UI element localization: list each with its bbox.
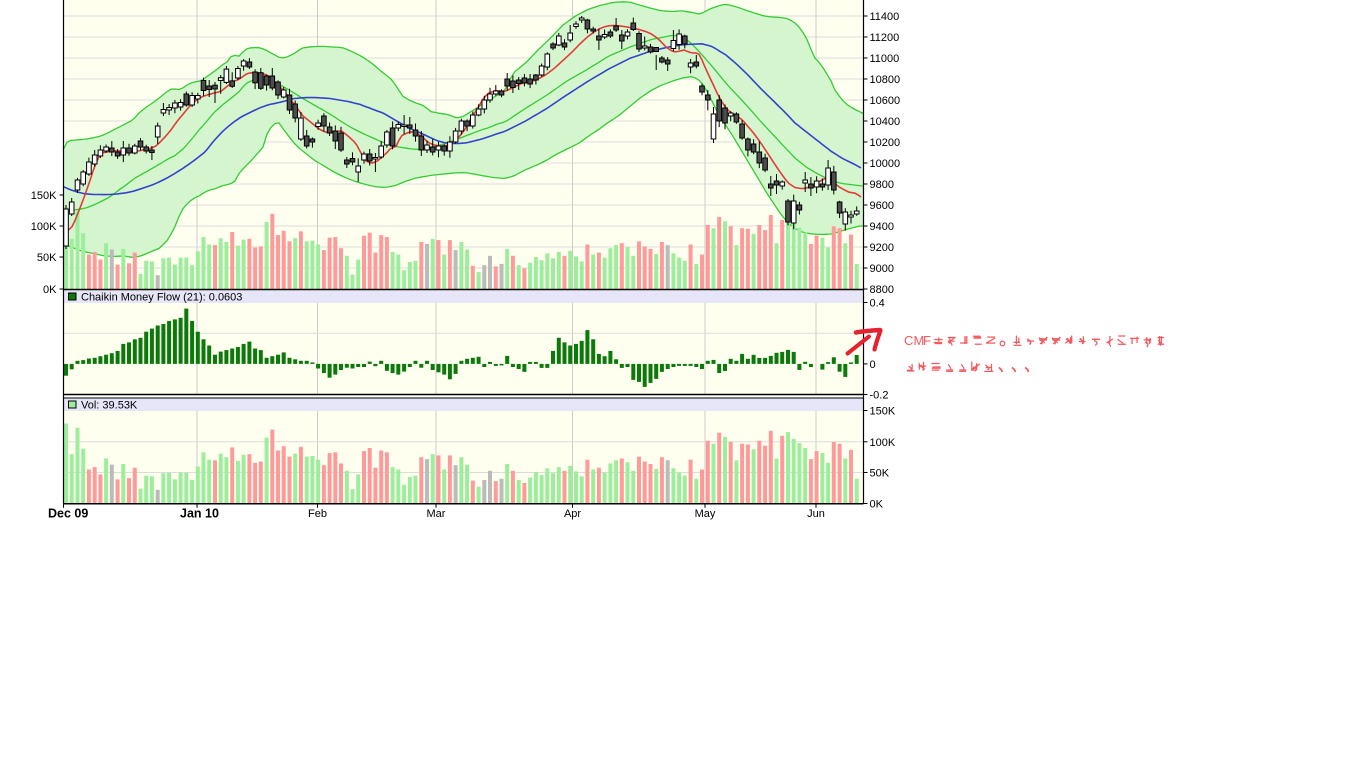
svg-text:Chaikin Money Flow (21): 0.060: Chaikin Money Flow (21): 0.0603 <box>81 292 242 304</box>
svg-text:Mar: Mar <box>427 508 446 520</box>
svg-text:10000: 10000 <box>870 158 901 170</box>
svg-text:10800: 10800 <box>870 74 901 86</box>
svg-text:11400: 11400 <box>870 11 900 23</box>
svg-text:0K: 0K <box>870 499 884 511</box>
svg-text:Apr: Apr <box>564 508 581 520</box>
svg-text:10600: 10600 <box>870 95 901 107</box>
svg-text:10400: 10400 <box>870 116 901 128</box>
svg-text:M: M <box>914 333 925 348</box>
svg-text:50K: 50K <box>870 468 890 480</box>
svg-text:9400: 9400 <box>870 221 894 233</box>
svg-text:8800: 8800 <box>870 284 894 296</box>
svg-text:0.4: 0.4 <box>870 298 885 310</box>
svg-text:Jan 10: Jan 10 <box>180 507 219 521</box>
svg-text:9000: 9000 <box>870 263 894 275</box>
svg-text:0: 0 <box>870 359 876 371</box>
svg-text:11200: 11200 <box>870 32 900 44</box>
svg-text:10200: 10200 <box>870 137 901 149</box>
svg-text:Feb: Feb <box>308 508 327 520</box>
svg-text:11000: 11000 <box>870 53 900 65</box>
svg-text:150K: 150K <box>31 190 57 202</box>
svg-text:9600: 9600 <box>870 200 894 212</box>
svg-text:100K: 100K <box>870 437 896 449</box>
svg-text:-0.2: -0.2 <box>870 390 889 402</box>
svg-text:9800: 9800 <box>870 179 894 191</box>
svg-text:150K: 150K <box>870 406 896 418</box>
svg-text:50K: 50K <box>37 252 57 264</box>
svg-text:100K: 100K <box>31 221 57 233</box>
svg-text:Dec 09: Dec 09 <box>48 507 88 521</box>
svg-text:0K: 0K <box>43 284 57 296</box>
svg-text:May: May <box>695 508 716 520</box>
svg-text:F: F <box>923 333 931 348</box>
svg-text:9200: 9200 <box>870 242 894 254</box>
svg-text:C: C <box>904 333 913 348</box>
svg-text:Vol: 39.53K: Vol: 39.53K <box>81 400 138 412</box>
svg-text:Jun: Jun <box>807 508 825 520</box>
